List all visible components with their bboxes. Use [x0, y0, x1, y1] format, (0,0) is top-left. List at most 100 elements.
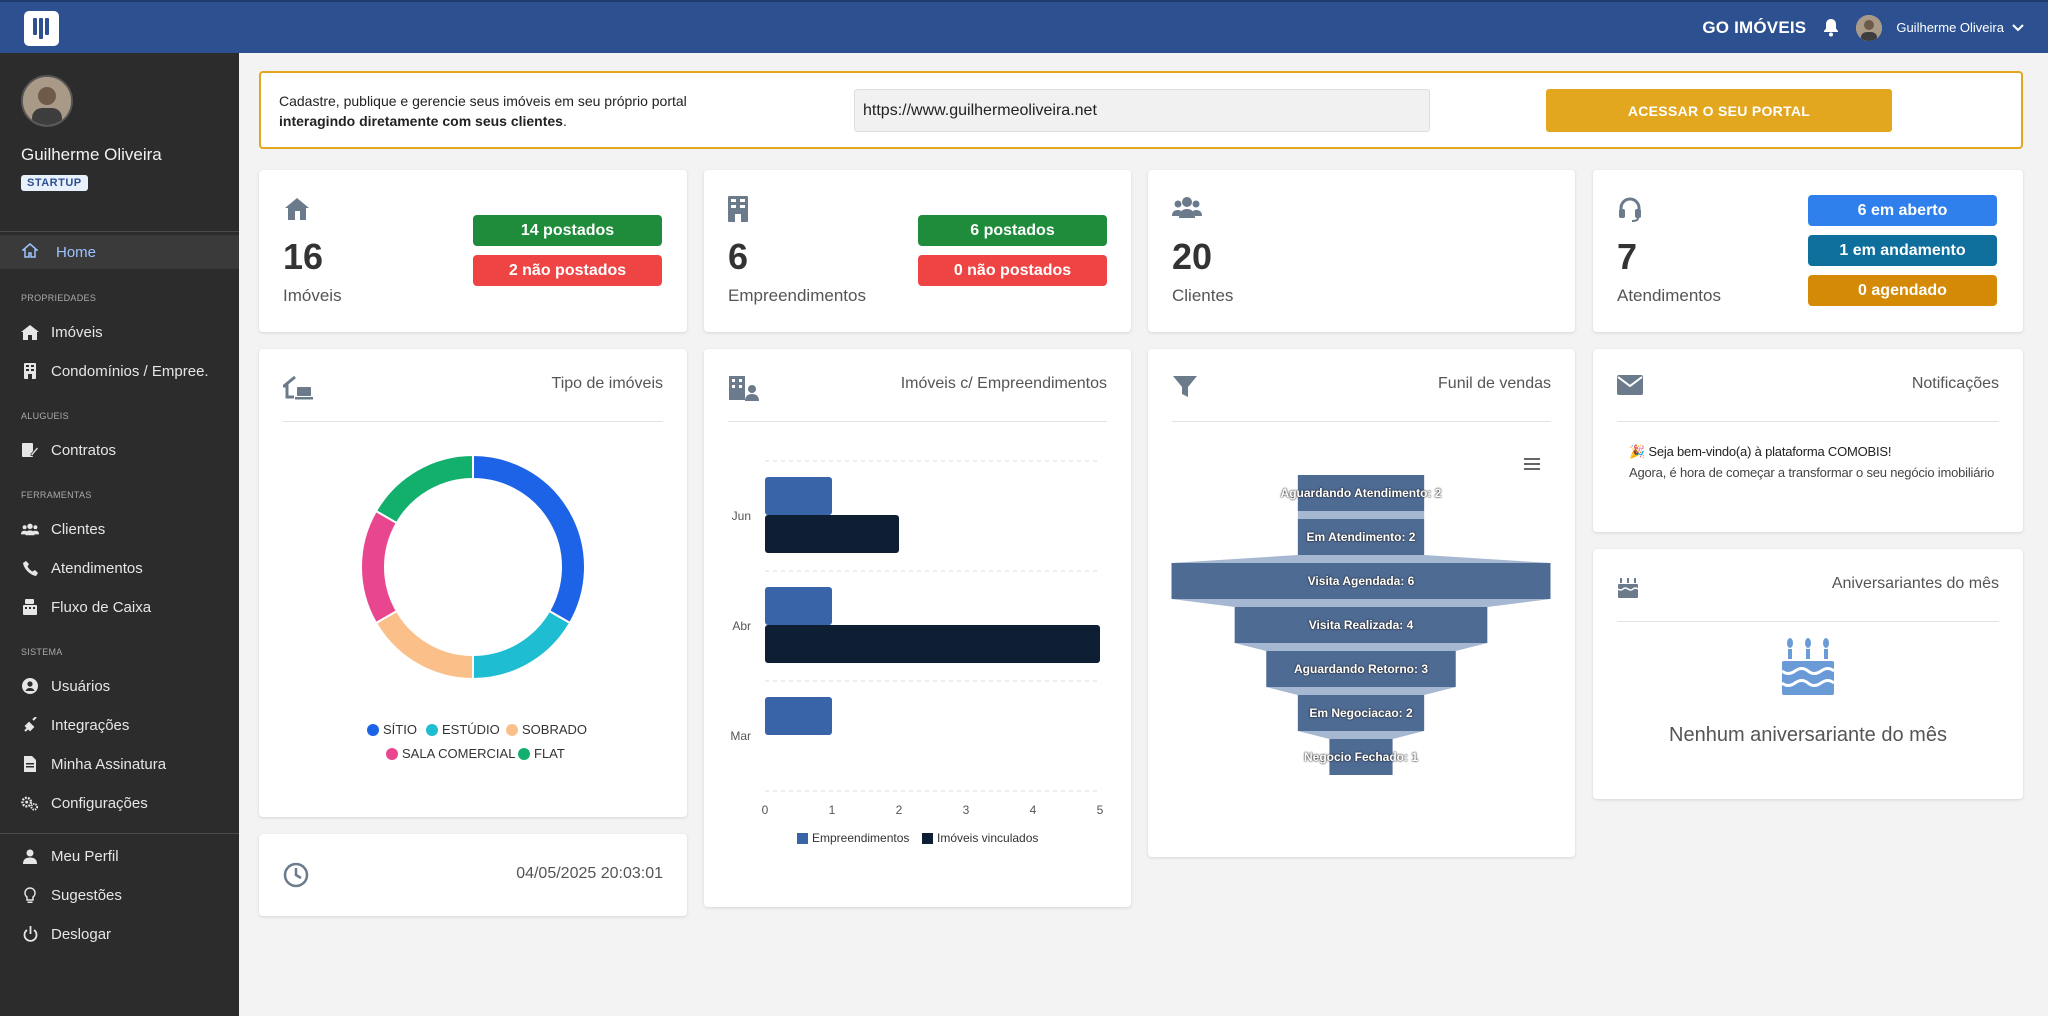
funnel-stage-label: Aguardando Retorno: 3 — [1294, 662, 1428, 676]
atendimentos-label: Atendimentos — [1617, 286, 1721, 305]
imoveis-not-posted-badge[interactable]: 2 não postados — [473, 255, 662, 286]
sidebar: Guilherme Oliveira STARTUP Home PROPRIED… — [0, 53, 239, 1016]
sidebar-item-sugestoes[interactable]: Sugestões — [21, 885, 122, 905]
birthday-empty-message: Nenhum aniversariante do mês — [1669, 724, 1947, 746]
stat-card-imoveis: 16 Imóveis 14 postados 2 não postados — [259, 170, 687, 332]
legend-item-estudio[interactable]: ESTÚDIO — [426, 722, 500, 737]
bar-jun-imoveis-vinculados[interactable] — [765, 515, 899, 553]
house-icon — [283, 196, 311, 224]
legend-swatch — [426, 723, 438, 736]
profile-avatar — [21, 75, 73, 127]
house-icon — [21, 323, 39, 341]
funnel-stage-1[interactable] — [1297, 475, 1425, 511]
sidebar-item-label: Clientes — [51, 520, 106, 538]
contract-icon — [21, 441, 39, 459]
bar-abr-empreendimentos[interactable] — [765, 587, 832, 625]
legend-item-sala-comercial[interactable]: SALA COMERCIAL — [386, 746, 515, 761]
bell-icon[interactable] — [1820, 17, 1842, 39]
donut-slice-sítio[interactable] — [472, 453, 586, 625]
chart-menu-icon[interactable] — [1524, 457, 1540, 475]
sidebar-item-fluxo[interactable]: Fluxo de Caixa — [21, 597, 151, 617]
funnel-stage-6[interactable] — [1297, 695, 1425, 731]
donut-slice-estúdio[interactable] — [472, 609, 572, 681]
sidebar-item-label: Home — [56, 243, 97, 261]
funnel-stage-4[interactable] — [1234, 607, 1488, 643]
sidebar-item-home[interactable]: Home — [0, 235, 239, 269]
donut-slice-sala-comercial[interactable] — [360, 509, 399, 625]
atendimentos-count: 7 — [1617, 236, 1638, 277]
chevron-down-icon[interactable] — [2012, 20, 2024, 35]
sidebar-item-clientes[interactable]: Clientes — [21, 519, 105, 539]
sidebar-item-assinatura[interactable]: Minha Assinatura — [21, 754, 166, 774]
legend-item-sitio[interactable]: SÍTIO — [367, 722, 417, 737]
sidebar-item-imoveis[interactable]: Imóveis — [21, 322, 103, 342]
legend-item-imoveis-vinculados[interactable]: Imóveis vinculados — [922, 831, 1038, 845]
phone-icon — [21, 559, 39, 577]
funnel-stage-3[interactable] — [1171, 563, 1551, 599]
user-menu[interactable]: Guilherme Oliveira — [1896, 20, 2004, 35]
panel-notificacoes: Notificações 🎉 Seja bem-vindo(a) à plata… — [1593, 349, 2023, 532]
panel-imoveis-empreendimentos: Imóveis c/ Empreendimentos 0 1 2 3 4 5 Jun Abr M… — [704, 349, 1131, 907]
bar-mar-empreendimentos[interactable] — [765, 697, 832, 735]
stat-card-clientes: 20 Clientes — [1148, 170, 1575, 332]
banner-line-2-bold: interagindo diretamente com seus cliente… — [279, 113, 563, 129]
funnel-stage-2[interactable] — [1297, 519, 1425, 555]
atendimentos-progress-badge[interactable]: 1 em andamento — [1808, 235, 1997, 266]
atendimentos-scheduled-badge[interactable]: 0 agendado — [1808, 275, 1997, 306]
banner-text: Cadastre, publique e gerencie seus imóve… — [279, 91, 687, 131]
sidebar-item-integracoes[interactable]: Integrações — [21, 715, 129, 735]
donut-slice-flat[interactable] — [374, 453, 474, 525]
funnel-stage-label: Aguardando Atendimento: 2 — [1280, 486, 1442, 500]
legend-item-sobrado[interactable]: SOBRADO — [506, 722, 587, 737]
funnel-stage-7[interactable] — [1329, 739, 1393, 775]
funnel-stage-label: Em Atendimento: 2 — [1306, 530, 1416, 544]
sidebar-item-deslogar[interactable]: Deslogar — [21, 924, 111, 944]
x-tick-label: 0 — [762, 803, 769, 817]
sidebar-item-perfil[interactable]: Meu Perfil — [21, 846, 119, 866]
portal-url-field[interactable]: https://www.guilhermeoliveira.net — [854, 89, 1430, 132]
legend-label: SOBRADO — [522, 722, 588, 737]
x-tick-label: 5 — [1097, 803, 1104, 817]
brand-title[interactable]: GO IMÓVEIS — [1702, 17, 1807, 37]
stat-card-empreendimentos: 6 Empreendimentos 6 postados 0 não posta… — [704, 170, 1131, 332]
bar-abr-imoveis-vinculados[interactable] — [765, 625, 1100, 663]
sidebar-item-label: Deslogar — [51, 925, 112, 943]
sidebar-item-atendimentos[interactable]: Atendimentos — [21, 558, 143, 578]
panel-tipo-imoveis: Tipo de imóveis SÍTIO ESTÚDIO SOBRADO SA… — [259, 349, 687, 817]
section-alugueis: ALUGUEIS — [21, 411, 69, 421]
sidebar-item-contratos[interactable]: Contratos — [21, 440, 116, 460]
empreendimentos-posted-badge[interactable]: 6 postados — [918, 215, 1107, 246]
notification-title[interactable]: 🎉 Seja bem-vindo(a) à plataforma COMOBIS… — [1629, 444, 1892, 459]
sidebar-item-usuarios[interactable]: Usuários — [21, 676, 110, 696]
cake-icon — [1617, 575, 1649, 601]
cash-register-icon — [21, 598, 39, 616]
section-propriedades: PROPRIEDADES — [21, 293, 97, 303]
panel-title: Aniversariantes do mês — [1831, 575, 1999, 592]
donut-slice-sobrado[interactable] — [374, 609, 474, 681]
lightbulb-icon — [21, 886, 39, 904]
funnel-connector — [1234, 643, 1488, 651]
sidebar-item-condominios[interactable]: Condomínios / Emprее. — [21, 361, 209, 381]
building-icon — [728, 196, 756, 224]
envelope-icon — [1617, 375, 1649, 401]
legend-label: FLAT — [534, 746, 565, 761]
funnel-connector — [1266, 687, 1456, 695]
atendimentos-open-badge[interactable]: 6 em aberto — [1808, 195, 1997, 226]
sidebar-item-configuracoes[interactable]: Configurações — [21, 793, 148, 813]
app-logo[interactable] — [24, 11, 59, 46]
empreendimentos-not-posted-badge[interactable]: 0 não postados — [918, 255, 1107, 286]
access-portal-button[interactable]: ACESSAR O SEU PORTAL — [1546, 89, 1892, 132]
user-avatar[interactable] — [1856, 14, 1883, 41]
sidebar-item-label: Contratos — [51, 441, 117, 459]
funnel-connector — [1297, 511, 1425, 519]
panel-aniversariantes: Aniversariantes do mês Nenhum aniversari… — [1593, 549, 2023, 799]
sidebar-item-label: Usuários — [51, 677, 111, 695]
panel-divider — [1617, 421, 1999, 422]
legend-label: Empreendimentos — [812, 831, 910, 845]
imoveis-posted-badge[interactable]: 14 postados — [473, 215, 662, 246]
funnel-connector — [1297, 731, 1425, 739]
legend-item-flat[interactable]: FLAT — [518, 746, 565, 761]
legend-item-empreendimentos[interactable]: Empreendimentos — [797, 831, 909, 845]
funnel-stage-5[interactable] — [1266, 651, 1456, 687]
bar-jun-empreendimentos[interactable] — [765, 477, 832, 515]
